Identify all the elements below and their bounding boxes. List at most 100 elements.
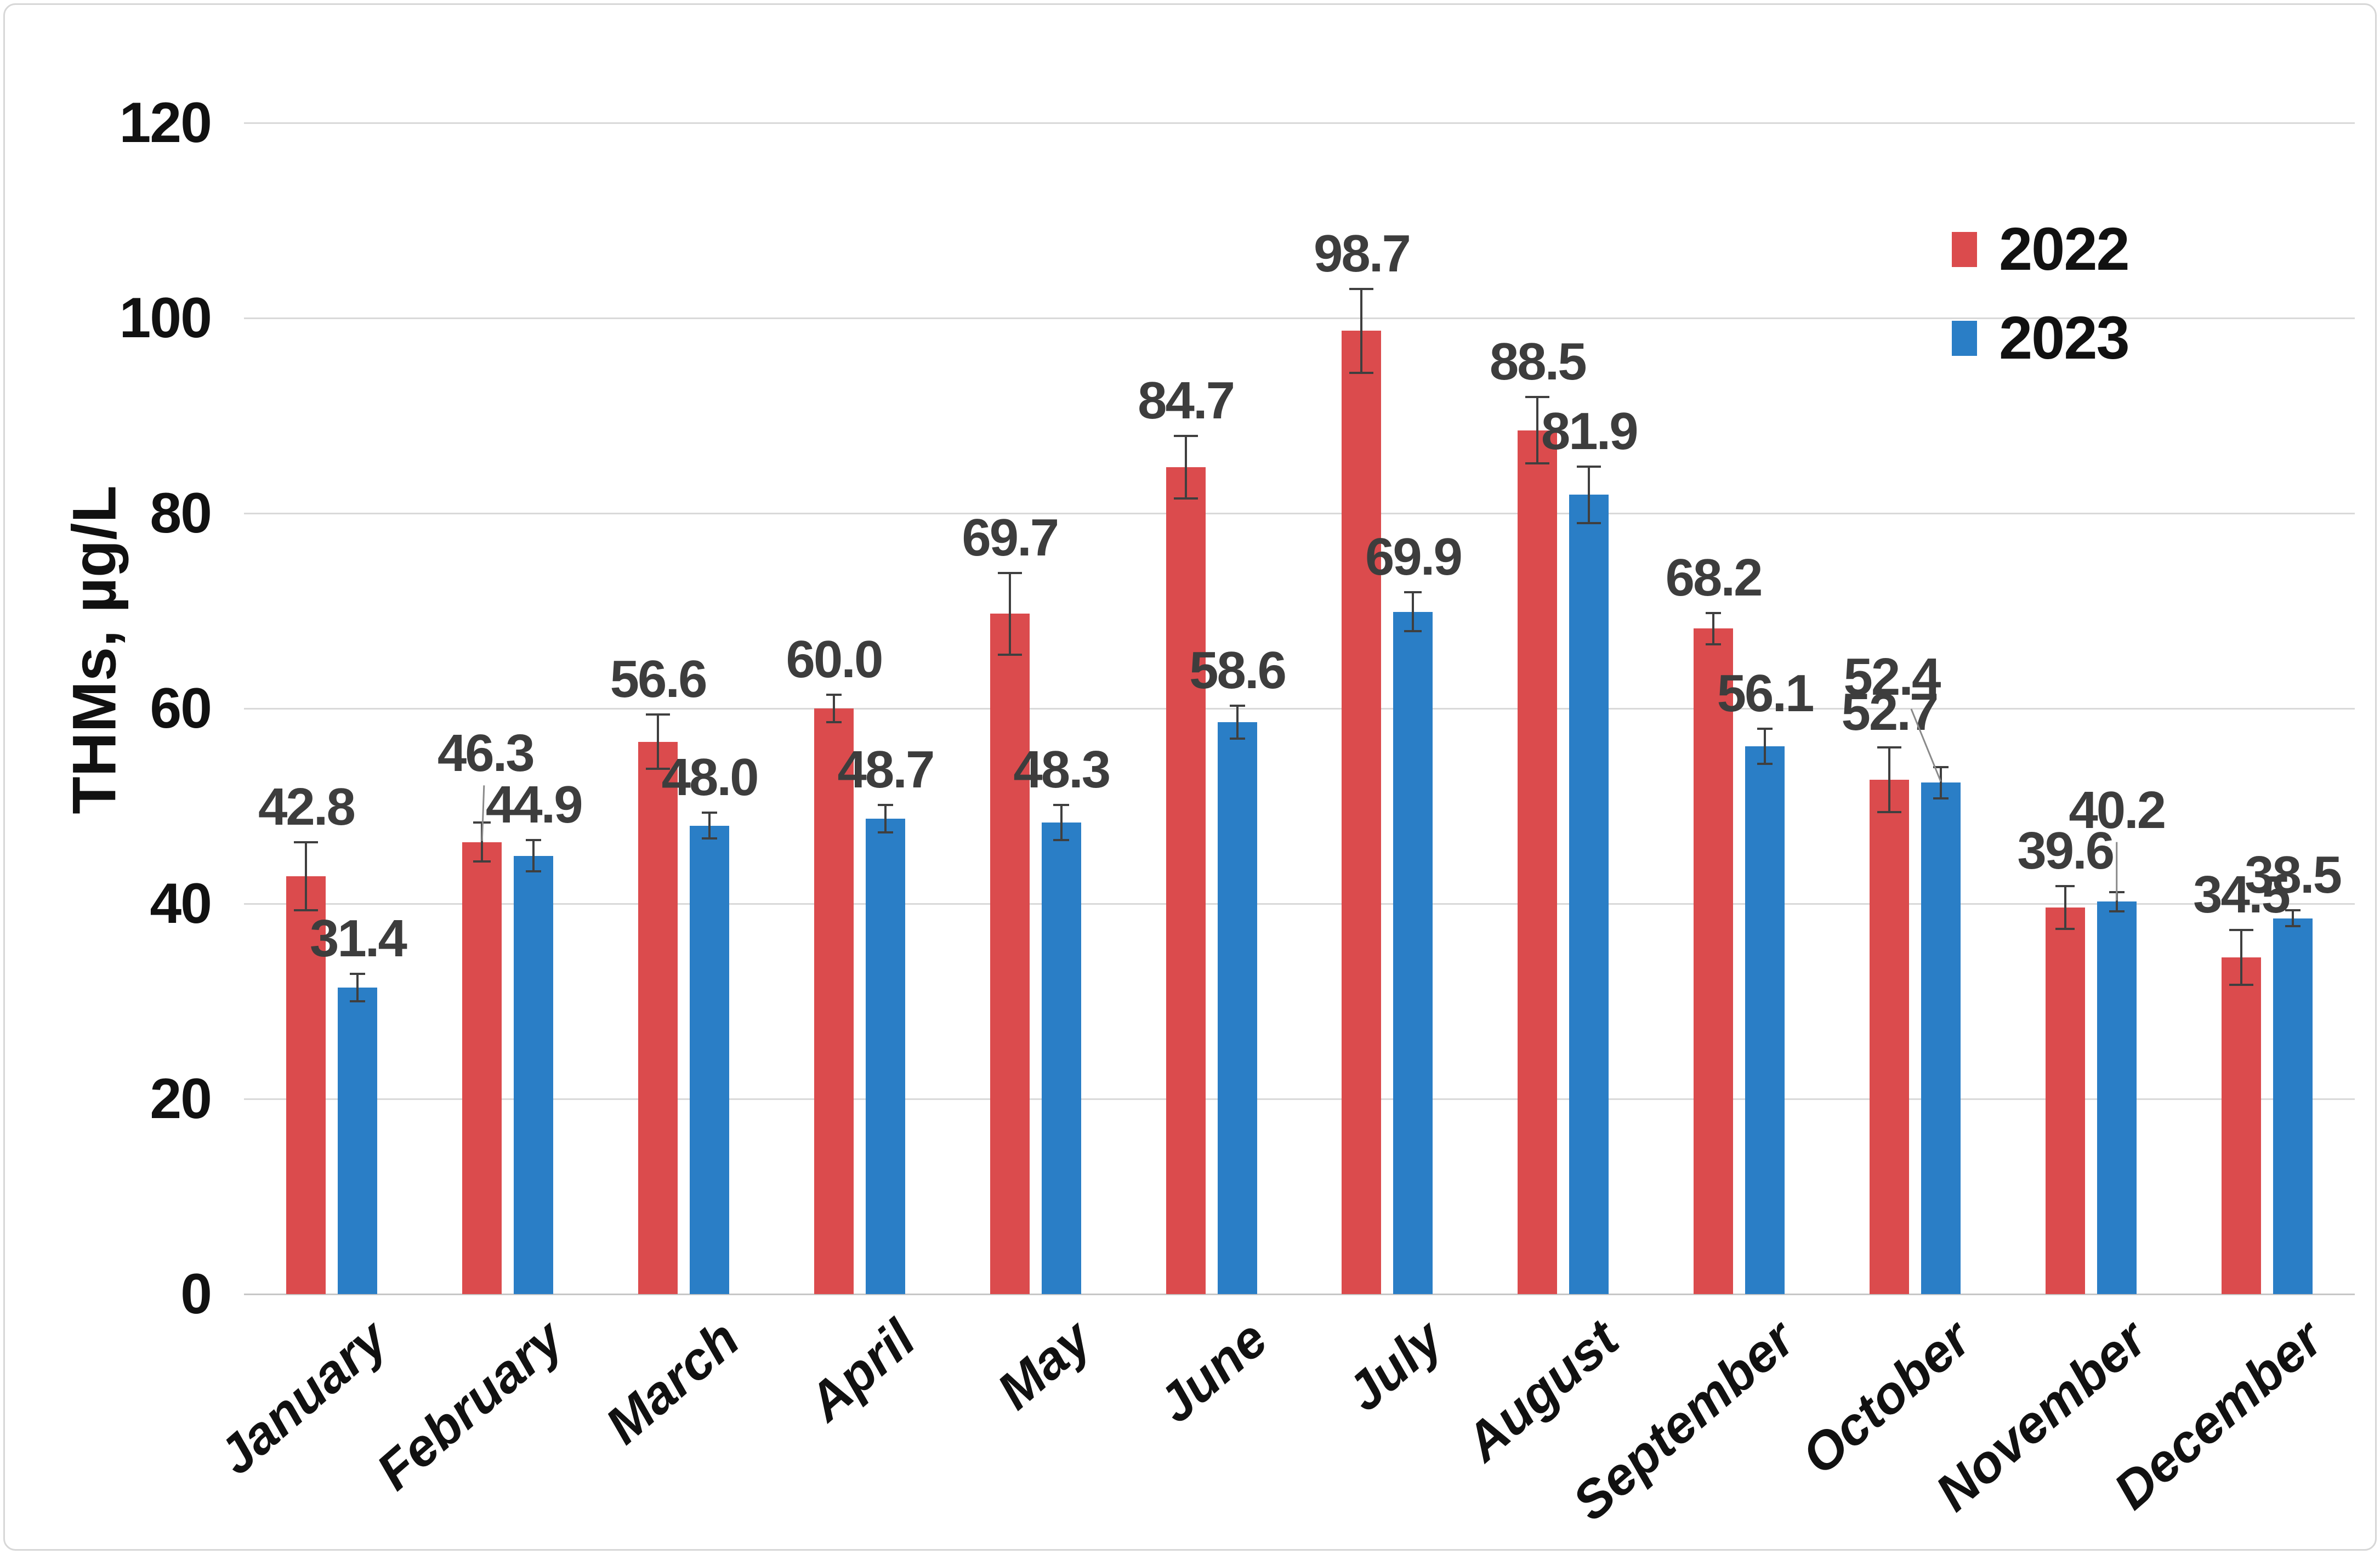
error-bar-cap-bottom <box>646 768 671 770</box>
error-bar <box>2240 930 2242 985</box>
gridline <box>244 1098 2355 1100</box>
error-bar <box>481 823 484 862</box>
data-label-2023-july: 69.9 <box>1365 528 1463 587</box>
error-bar-cap-bottom <box>526 870 542 873</box>
error-bar <box>884 805 887 833</box>
error-bar-cap-top <box>1706 611 1722 614</box>
error-bar-cap-bottom <box>1757 763 1773 765</box>
2023-bar-september <box>1745 746 1785 1294</box>
legend: 2022 2023 <box>1952 215 2130 372</box>
gridline <box>244 317 2355 319</box>
legend-label-2022: 2022 <box>1999 215 2130 283</box>
error-bar-cap-bottom <box>826 721 842 723</box>
2023-bar-december <box>2273 918 2313 1294</box>
data-label-2022-november: 39.6 <box>2017 821 2115 880</box>
error-bar-cap-top <box>1757 728 1773 730</box>
error-bar-cap-bottom <box>1349 371 1374 374</box>
error-bar <box>1184 436 1187 499</box>
2022-bar-june <box>1166 467 1206 1294</box>
y-tick-label: 20 <box>150 1067 212 1131</box>
error-bar-cap-top <box>1349 287 1374 290</box>
error-bar-cap-bottom <box>2229 983 2253 986</box>
error-bar <box>1060 805 1063 841</box>
2023-bar-june <box>1217 722 1257 1294</box>
error-bar-cap-top <box>826 694 842 696</box>
error-bar-cap-top <box>1173 435 1198 438</box>
y-tick-label: 100 <box>119 286 212 350</box>
error-bar-cap-bottom <box>1404 630 1422 633</box>
data-label-2023-october: 52.4 <box>1843 647 1941 706</box>
y-tick-label: 0 <box>180 1262 212 1326</box>
data-label-2023-april: 48.7 <box>837 740 935 799</box>
error-bar-cap-top <box>2285 909 2301 912</box>
error-bar-cap-bottom <box>1053 839 1070 842</box>
error-bar <box>1536 397 1539 464</box>
error-bar <box>1764 729 1766 764</box>
data-label-2022-june: 84.7 <box>1138 371 1235 430</box>
error-bar-cap-top <box>1053 804 1070 807</box>
error-bar <box>1588 466 1591 523</box>
error-bar-cap-bottom <box>294 909 319 912</box>
error-bar-cap-bottom <box>2055 928 2075 931</box>
error-bar-cap-bottom <box>1577 521 1601 524</box>
data-label-2023-january: 31.4 <box>309 909 407 968</box>
error-bar-cap-top <box>526 839 542 842</box>
2022-bar-november <box>2045 908 2085 1294</box>
error-bar-cap-top <box>1404 591 1422 594</box>
error-bar <box>657 714 660 769</box>
2023-bar-july <box>1393 611 1433 1294</box>
legend-swatch-2023 <box>1952 321 1977 356</box>
error-bar-cap-bottom <box>1933 797 1949 799</box>
y-tick-label: 60 <box>150 677 212 740</box>
error-bar <box>1360 288 1363 373</box>
error-bar-cap-bottom <box>1173 497 1198 500</box>
2022-bar-march <box>638 741 678 1294</box>
2022-bar-july <box>1342 331 1382 1294</box>
error-bar-cap-bottom <box>877 831 893 834</box>
error-bar <box>356 974 359 1001</box>
2023-bar-november <box>2097 901 2137 1294</box>
error-bar-cap-top <box>2055 884 2075 887</box>
error-bar <box>1008 572 1011 655</box>
data-label-2022-march: 56.6 <box>610 649 708 708</box>
2023-bar-january <box>338 988 378 1294</box>
error-bar <box>1412 592 1415 632</box>
data-label-2022-january: 42.8 <box>258 777 356 836</box>
error-bar <box>1712 612 1715 644</box>
error-bar <box>2291 910 2294 926</box>
data-label-2022-april: 60.0 <box>786 630 883 689</box>
x-axis-line <box>244 1294 2355 1295</box>
2023-bar-may <box>1041 823 1081 1294</box>
2023-bar-april <box>865 819 905 1294</box>
legend-label-2023: 2023 <box>1999 304 2130 372</box>
data-label-2023-september: 56.1 <box>1717 664 1815 723</box>
data-label-2023-august: 81.9 <box>1541 401 1639 461</box>
error-bar-cap-bottom <box>473 860 491 863</box>
legend-swatch-2022 <box>1952 232 1977 267</box>
error-bar <box>1236 705 1239 739</box>
data-label-2022-may: 69.7 <box>962 508 1059 567</box>
error-bar-cap-top <box>350 973 366 975</box>
error-bar-cap-bottom <box>1877 810 1901 813</box>
error-bar-cap-top <box>877 804 893 807</box>
error-bar <box>1939 767 1942 798</box>
y-tick-label: 80 <box>150 481 212 545</box>
error-bar-cap-top <box>997 571 1022 574</box>
gridline <box>244 708 2355 710</box>
data-label-2022-august: 88.5 <box>1489 332 1587 392</box>
legend-item-2023: 2023 <box>1952 304 2130 372</box>
error-bar <box>532 840 535 872</box>
data-label-2023-february: 44.9 <box>485 775 583 835</box>
data-label-2023-november: 40.2 <box>2069 780 2166 840</box>
error-bar-cap-bottom <box>1525 462 1550 465</box>
2022-bar-april <box>814 708 854 1294</box>
error-bar <box>832 695 835 722</box>
error-bar-cap-top <box>1877 746 1901 749</box>
error-bar-cap-top <box>1229 704 1245 707</box>
error-bar-cap-top <box>646 713 671 716</box>
gridline <box>244 122 2355 124</box>
error-bar <box>708 813 711 838</box>
error-bar-cap-bottom <box>997 654 1022 656</box>
error-bar-cap-top <box>702 812 718 814</box>
2022-bar-january <box>286 876 326 1294</box>
